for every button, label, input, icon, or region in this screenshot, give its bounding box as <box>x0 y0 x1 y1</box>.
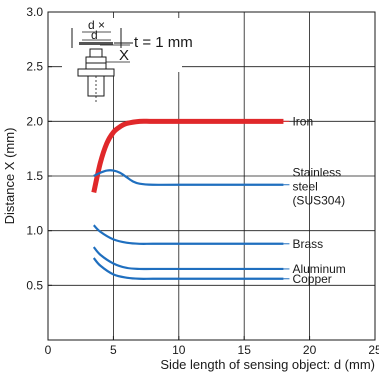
d-label: d <box>88 18 95 32</box>
x-tick-label: 25 <box>368 343 379 357</box>
sensor-head <box>89 48 103 58</box>
sensor-diagram: d × d t = 1 mm X <box>62 18 193 104</box>
y-tick-label: 1.0 <box>26 224 43 238</box>
series-line-brass <box>92 224 284 245</box>
series-lines <box>91 118 284 280</box>
series-label: Stainless <box>292 166 341 180</box>
series-label: steel <box>292 180 317 194</box>
x-tick-label: 20 <box>303 343 317 357</box>
series-line-aluminum <box>92 246 284 271</box>
y-tick-label: 2.5 <box>26 60 43 74</box>
y-axis: 0.5 1.0 1.5 2.0 2.5 3.0 <box>26 5 52 292</box>
series-line-stainless-steel-sus304 <box>93 169 284 186</box>
series-label: Brass <box>292 237 323 251</box>
series-line-copper <box>92 257 284 280</box>
y-tick-label: 1.5 <box>26 169 43 183</box>
thickness-label: t = 1 mm <box>134 34 193 51</box>
y-tick-label: 3.0 <box>26 5 43 19</box>
series-label: Aluminum <box>292 262 345 276</box>
series-line-iron <box>91 118 284 193</box>
x-tick-label: 5 <box>110 343 117 357</box>
x-tick-label: 0 <box>45 343 52 357</box>
series-label: (SUS304) <box>292 194 345 208</box>
y-axis-label: Distance X (mm) <box>2 128 17 225</box>
sensor-flange <box>77 68 115 77</box>
x-tick-label: 15 <box>238 343 252 357</box>
x-tick-label: 10 <box>172 343 186 357</box>
y-tick-label: 0.5 <box>26 278 43 292</box>
series-label: Iron <box>292 114 313 128</box>
cross-label: × <box>98 18 105 32</box>
x-axis-label: Side length of sensing object: d (mm) <box>160 357 375 372</box>
x-axis: 0 5 10 15 20 25 <box>45 336 379 357</box>
y-tick-label: 2.0 <box>26 114 43 128</box>
target-plate <box>79 42 113 45</box>
d-label-2: d <box>91 28 98 42</box>
series-label: Copper <box>292 272 331 286</box>
x-label: X <box>119 47 129 64</box>
